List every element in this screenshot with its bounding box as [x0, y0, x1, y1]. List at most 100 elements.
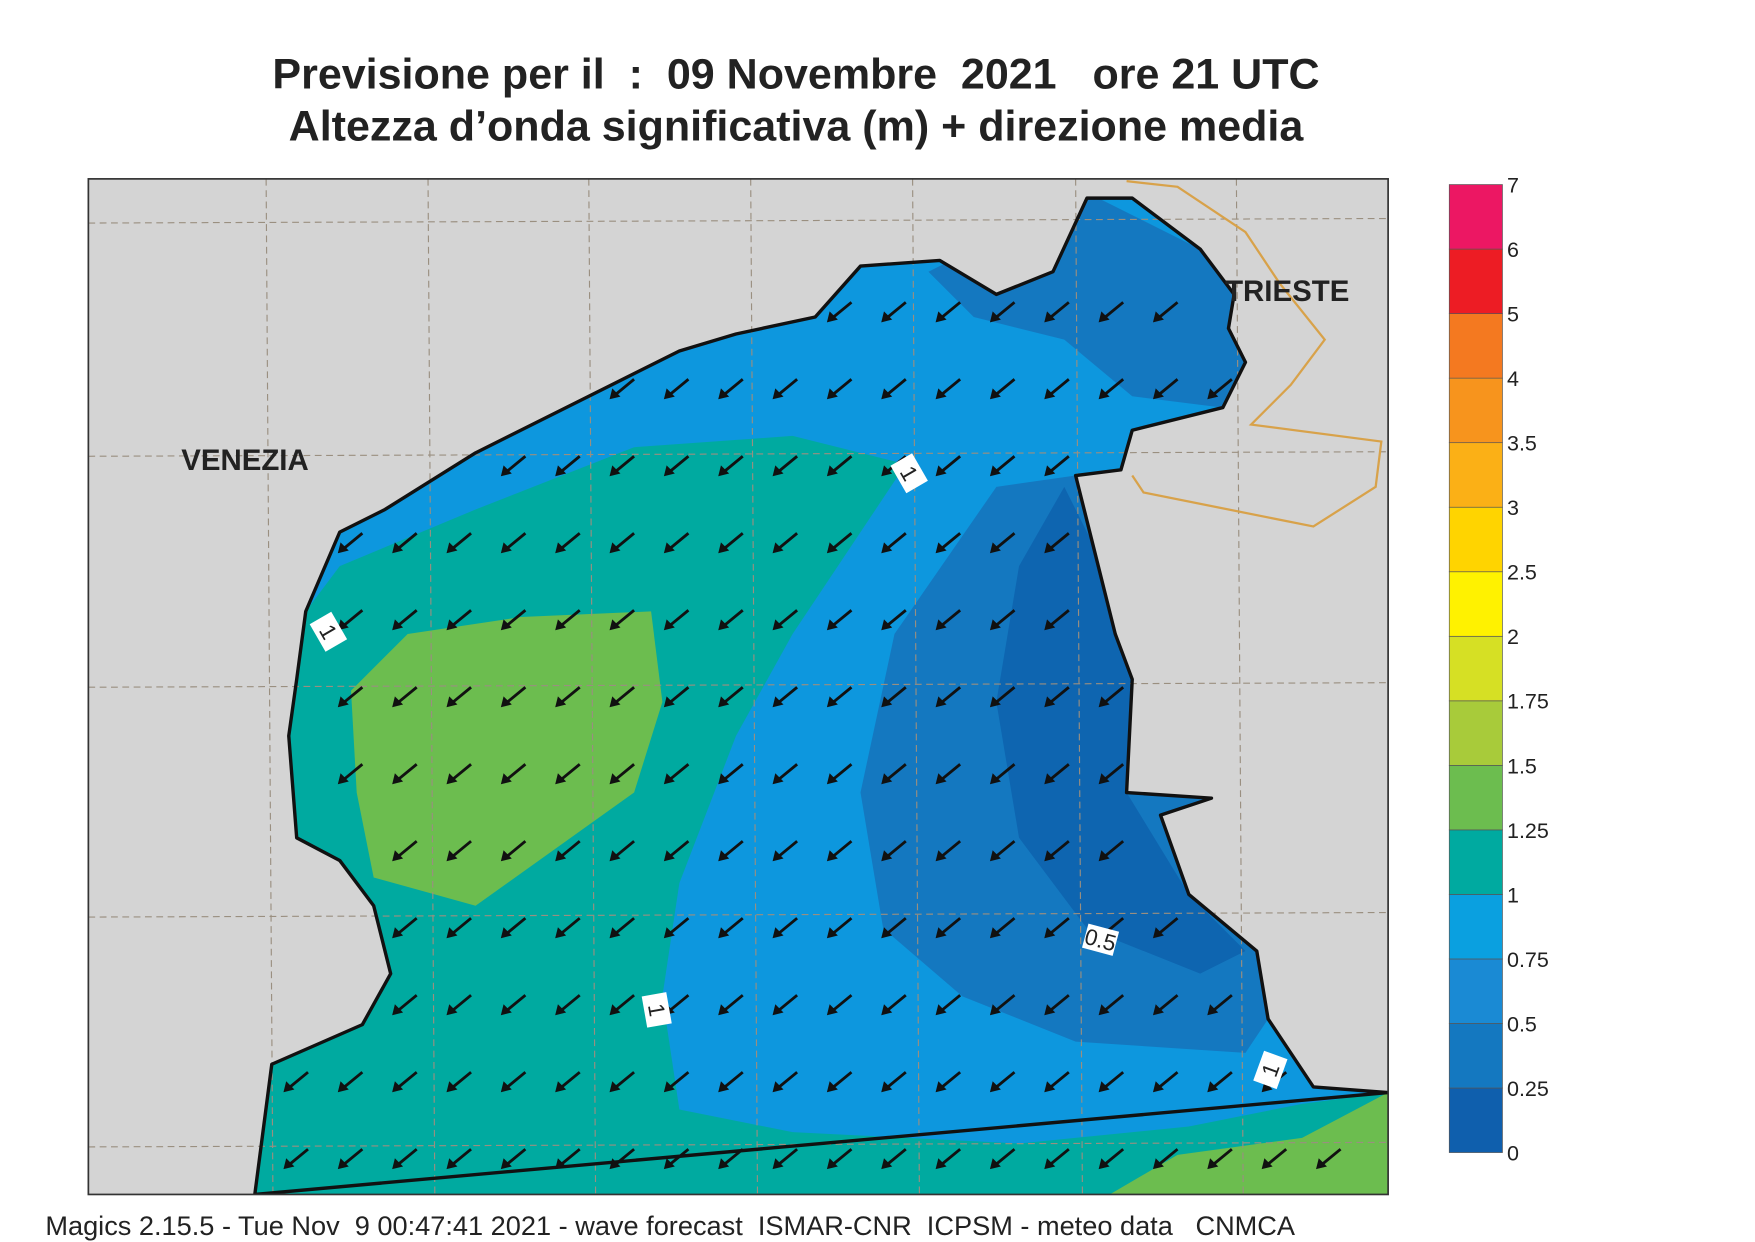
arrow-shaft — [668, 378, 690, 397]
arrow-shaft — [776, 1071, 799, 1090]
arrow-head — [1044, 696, 1056, 708]
colorbar-swatch — [1448, 248, 1503, 314]
arrow — [392, 917, 418, 939]
arrow-head — [609, 850, 621, 862]
arrow-head — [826, 465, 838, 477]
arrow — [1098, 763, 1125, 785]
arrow-shaft — [505, 455, 527, 474]
arrow — [337, 1071, 364, 1093]
arrow-shaft — [831, 301, 853, 320]
arrow-shaft — [722, 763, 744, 782]
arrow — [663, 686, 690, 708]
arrow-shaft — [722, 686, 744, 705]
arrow-head — [555, 542, 567, 554]
arrow — [772, 1148, 799, 1170]
grid-line — [88, 682, 1389, 688]
colorbar-swatch — [1448, 506, 1503, 573]
colorbar-swatch — [1448, 765, 1503, 831]
colorbar-swatch — [1448, 571, 1503, 637]
arrow — [663, 1071, 690, 1093]
arrow-head — [935, 311, 947, 323]
arrow-shaft — [287, 1071, 309, 1090]
colorbar-label: 1 — [1507, 883, 1519, 907]
arrow — [500, 686, 527, 708]
arrow-shaft — [559, 609, 581, 628]
arrow-head — [989, 619, 1001, 631]
arrow — [500, 455, 527, 477]
arrow — [826, 532, 853, 554]
arrow — [935, 840, 962, 862]
arrow — [555, 840, 581, 862]
colorbar-label: 2.5 — [1507, 561, 1537, 585]
arrow-shaft — [1048, 840, 1070, 859]
arrow — [881, 378, 907, 400]
colorbar-swatch — [1448, 829, 1503, 895]
arrow — [500, 1071, 527, 1093]
arrow-shaft — [885, 1071, 907, 1090]
arrow-shaft — [1048, 686, 1070, 705]
arrow-shaft — [559, 532, 581, 551]
arrow-shaft — [1048, 763, 1070, 782]
arrow-head — [1152, 1004, 1164, 1016]
arrow-head — [555, 773, 567, 785]
arrow — [609, 686, 635, 708]
place-label: TRIESTE — [1225, 275, 1349, 308]
arrow-shaft — [396, 1148, 418, 1167]
contour-label: 1 — [890, 453, 928, 494]
arrow — [609, 532, 635, 554]
border — [1126, 180, 1383, 528]
arrow — [881, 1148, 907, 1170]
arrow — [989, 1148, 1016, 1170]
arrow — [718, 609, 744, 631]
arrow — [283, 1148, 309, 1170]
arrow-head — [1098, 1081, 1110, 1093]
arrow-shaft — [1157, 1148, 1179, 1167]
arrow-head — [609, 465, 621, 477]
arrow-head — [1098, 1158, 1110, 1170]
arrow-head — [1207, 388, 1219, 400]
arrow-shaft — [668, 994, 690, 1013]
arrow-head — [1207, 1081, 1219, 1093]
contour-label: 0.5 — [1082, 923, 1120, 956]
arrow-head — [609, 542, 621, 554]
arrow-shaft — [722, 840, 744, 859]
arrow — [337, 1148, 364, 1170]
arrow — [935, 532, 962, 554]
arrow-head — [500, 927, 512, 939]
arrow-head — [392, 927, 404, 939]
arrow — [718, 686, 744, 708]
arrow — [1207, 1071, 1233, 1093]
arrow — [337, 609, 364, 631]
arrow-shaft — [940, 532, 962, 551]
arrow-head — [1207, 1158, 1219, 1170]
arrow-head — [935, 850, 947, 862]
label-box — [309, 611, 348, 652]
colorbar-swatch — [1448, 377, 1503, 444]
arrow — [392, 532, 418, 554]
arrow-head — [881, 1158, 893, 1170]
arrow-head — [826, 311, 838, 323]
arrow — [1152, 917, 1179, 939]
arrow-shaft — [776, 378, 799, 397]
arrow-shaft — [940, 609, 962, 628]
colorbar-swatch — [1448, 958, 1503, 1024]
arrow-head — [663, 542, 675, 554]
arrow-head — [1044, 311, 1056, 323]
arrow — [718, 763, 744, 785]
arrow — [989, 917, 1016, 939]
arrow-head — [718, 619, 730, 631]
arrow — [881, 994, 907, 1016]
arrow-head — [392, 850, 404, 862]
arrow — [881, 763, 907, 785]
arrow — [609, 609, 635, 631]
arrow — [1152, 301, 1179, 323]
arrow-shaft — [668, 763, 690, 782]
arrow — [718, 455, 744, 477]
arrow-head — [555, 1081, 567, 1093]
arrow-shaft — [1320, 1148, 1342, 1167]
arrow-shaft — [342, 1148, 364, 1167]
arrow-shaft — [885, 686, 907, 705]
arrow-shaft — [342, 532, 364, 551]
contour-label: 1 — [309, 611, 348, 652]
arrow-head — [1044, 773, 1056, 785]
